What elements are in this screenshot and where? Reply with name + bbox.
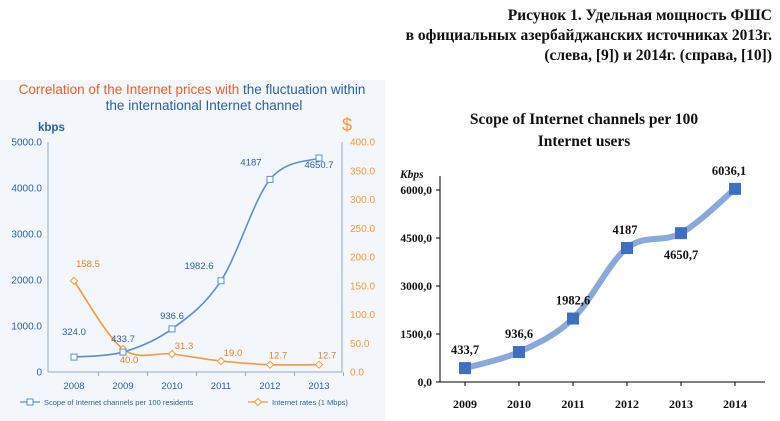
- legend-label-rates: Internet rates (1 Mbps): [272, 398, 348, 407]
- rates-point: [314, 360, 324, 369]
- scope-data-label: 936.6: [160, 311, 184, 322]
- left-x-tick-label: 2010: [161, 381, 182, 392]
- left-series-group: 324.0 433.7 936.6 1982.6 4187 4650.7 158.5 40.0…: [62, 154, 337, 369]
- channels-point: [621, 242, 633, 255]
- scope-data-label: 4650.7: [304, 160, 333, 171]
- scope-data-label: 4187: [240, 157, 261, 168]
- left-y-tick-label: 4000.0: [11, 184, 42, 195]
- left-chart-title-line1: Correlation of the Internet prices with …: [19, 82, 366, 97]
- right-chart-title-line2: Internet users: [538, 133, 631, 150]
- channels-data-label: 433,7: [451, 343, 479, 357]
- left-chart-title-part: the fluctuation within: [243, 82, 365, 97]
- left-chart-title-line2: the international Internet channel: [106, 98, 303, 113]
- rates-data-label: 19.0: [224, 348, 243, 359]
- right-y-tick-label: 200.0: [350, 253, 375, 264]
- rates-data-label: 12.7: [318, 351, 337, 362]
- left-x-tick-label: 2009: [112, 381, 133, 392]
- left-x-tick-label: 2008: [63, 381, 84, 392]
- left-chart-title-part: Correlation of the Internet prices with: [19, 82, 243, 97]
- left-y-tick-label: 2000.0: [11, 276, 42, 287]
- right-chart-y-tick-label: 3000,0: [400, 281, 432, 293]
- rates-data-label: 40.0: [120, 355, 139, 366]
- scope-point: [266, 175, 274, 183]
- right-chart-series-group: 433,7 936,6 1982,6 4187 4650,7 6036,1: [451, 164, 746, 375]
- right-chart-title-line1: Scope of Internet channels per 100: [470, 111, 699, 128]
- right-y-axis-label: Kbps: [399, 169, 424, 181]
- left-y-tick-label: 1000.0: [11, 322, 42, 333]
- left-x-tick-label: 2013: [308, 381, 329, 392]
- right-chart-x-tick-label: 2013: [669, 397, 693, 411]
- rates-point: [167, 349, 177, 359]
- rates-data-label: 31.3: [175, 341, 194, 352]
- legend-marker-scope: [26, 398, 34, 406]
- channels-point: [729, 182, 741, 195]
- right-chart-x-ticks: 2009 2010 2011 2012 2013 2014: [453, 382, 747, 411]
- channels-data-label: 1982,6: [556, 294, 590, 308]
- left-legend: Scope of Internet channels per 100 resid…: [20, 397, 348, 407]
- right-chart-y-ticks: 0,0 1500,0 3000,0 4500,0 6000,0: [400, 185, 440, 389]
- caption-line: в официальных азербайджанских источниках…: [405, 27, 772, 44]
- rates-point: [265, 360, 275, 369]
- scope-point: [168, 325, 176, 333]
- right-y-tick-label: 100.0: [350, 310, 375, 321]
- right-chart-y-tick-label: 0,0: [418, 377, 433, 389]
- channels-point: [459, 362, 471, 375]
- scope-data-label: 433.7: [111, 334, 135, 345]
- left-y-tick-label: 5000.0: [11, 138, 42, 149]
- scope-point: [315, 154, 323, 162]
- caption-line: Рисунок 1. Удельная мощность ФШС: [507, 7, 772, 24]
- rates-point: [69, 276, 79, 286]
- left-chart: Correlation of the Internet prices with …: [0, 80, 385, 421]
- scope-point: [119, 348, 127, 356]
- channels-data-label: 4650,7: [664, 248, 698, 262]
- rates-data-label: 12.7: [269, 351, 288, 362]
- right-y-tick-label: 400.0: [350, 138, 375, 149]
- left-y-tick-label: 0: [36, 368, 42, 379]
- caption-line: (слева, [9]) и 2014г. (справа, [10]): [544, 47, 772, 64]
- left-x-tick-label: 2011: [211, 381, 231, 392]
- scope-point: [70, 353, 78, 361]
- right-chart-x-tick-label: 2009: [453, 397, 477, 411]
- scope-data-label: 324.0: [62, 327, 86, 338]
- right-chart-x-tick-label: 2012: [615, 397, 639, 411]
- right-y-ticks: 0.0 50.0 100.0 150.0 200.0 250.0 300.0 350.0 400…: [350, 138, 375, 379]
- scope-point: [217, 277, 225, 285]
- channels-point: [675, 227, 687, 240]
- channels-point: [567, 312, 579, 325]
- right-y-tick-label: 300.0: [350, 195, 375, 206]
- left-axis-unit: kbps: [38, 122, 65, 134]
- rates-data-label: 158.5: [76, 259, 100, 270]
- channels-point: [513, 346, 525, 359]
- channels-data-label: 6036,1: [712, 164, 746, 178]
- legend-label-scope: Scope of Internet channels per 100 resid…: [44, 398, 194, 407]
- right-y-tick-label: 0.0: [350, 368, 364, 379]
- right-chart-x-tick-label: 2011: [561, 397, 584, 411]
- right-chart-y-tick-label: 6000,0: [400, 185, 432, 197]
- right-axis-unit: $: [342, 115, 352, 135]
- right-chart-x-tick-label: 2014: [723, 397, 747, 411]
- right-chart-x-tick-label: 2010: [507, 397, 531, 411]
- channels-line: [462, 185, 738, 372]
- left-x-ticks: 2008 2009 2010 2011 2012 2013: [63, 372, 344, 392]
- right-y-tick-label: 250.0: [350, 224, 375, 235]
- right-y-tick-label: 50.0: [350, 339, 370, 350]
- left-y-tick-label: 3000.0: [11, 230, 42, 241]
- channels-data-label: 936,6: [505, 327, 533, 341]
- right-chart-y-tick-label: 4500,0: [400, 233, 432, 245]
- channels-data-label: 4187: [613, 223, 638, 237]
- scope-data-label: 1982.6: [184, 261, 213, 272]
- right-y-tick-label: 150.0: [350, 281, 375, 292]
- rates-point: [216, 356, 226, 366]
- left-y-ticks: 0 1000.0 2000.0 3000.0 4000.0 5000.0: [11, 138, 42, 379]
- right-y-tick-label: 350.0: [350, 166, 375, 177]
- right-chart-y-tick-label: 1500,0: [400, 329, 432, 341]
- legend-marker-rates: [253, 397, 263, 407]
- left-x-tick-label: 2012: [259, 381, 280, 392]
- figure-caption: Рисунок 1. Удельная мощность ФШС в офици…: [302, 6, 772, 66]
